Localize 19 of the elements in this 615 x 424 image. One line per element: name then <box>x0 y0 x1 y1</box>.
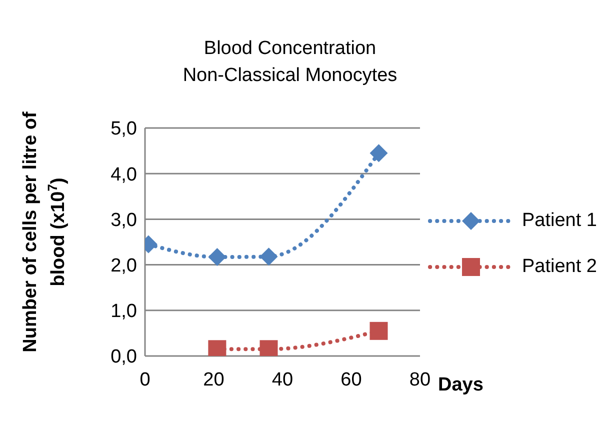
x-tick-label: 0 <box>140 369 150 390</box>
y-tick-label: 4,0 <box>110 164 137 186</box>
y-tick-label: 1,0 <box>110 301 137 322</box>
point <box>208 248 226 266</box>
x-axis-title: Days <box>438 374 484 396</box>
x-tick-label: 20 <box>203 369 224 390</box>
point <box>370 144 388 162</box>
y-tick-label: 3,0 <box>110 210 137 231</box>
y-tick-label: 2,0 <box>110 256 137 277</box>
point <box>370 322 388 340</box>
legend-label: Patient 1 <box>522 210 597 232</box>
x-tick-label: 80 <box>409 369 431 390</box>
legend-label: Patient 2 <box>522 256 597 278</box>
y-tick-label: 5,0 <box>110 118 137 140</box>
x-tick-label: 40 <box>272 369 294 390</box>
chart-title: Blood Concentration Non-Classical Monocytes <box>182 38 398 86</box>
point <box>260 248 278 266</box>
x-tick-label: 60 <box>340 369 362 390</box>
y-tick-label: 0,0 <box>110 346 137 368</box>
